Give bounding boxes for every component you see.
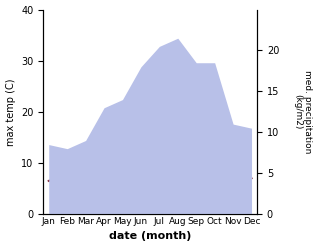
X-axis label: date (month): date (month) (109, 231, 191, 242)
Y-axis label: med. precipitation
(kg/m2): med. precipitation (kg/m2) (293, 70, 313, 154)
Y-axis label: max temp (C): max temp (C) (5, 78, 16, 145)
